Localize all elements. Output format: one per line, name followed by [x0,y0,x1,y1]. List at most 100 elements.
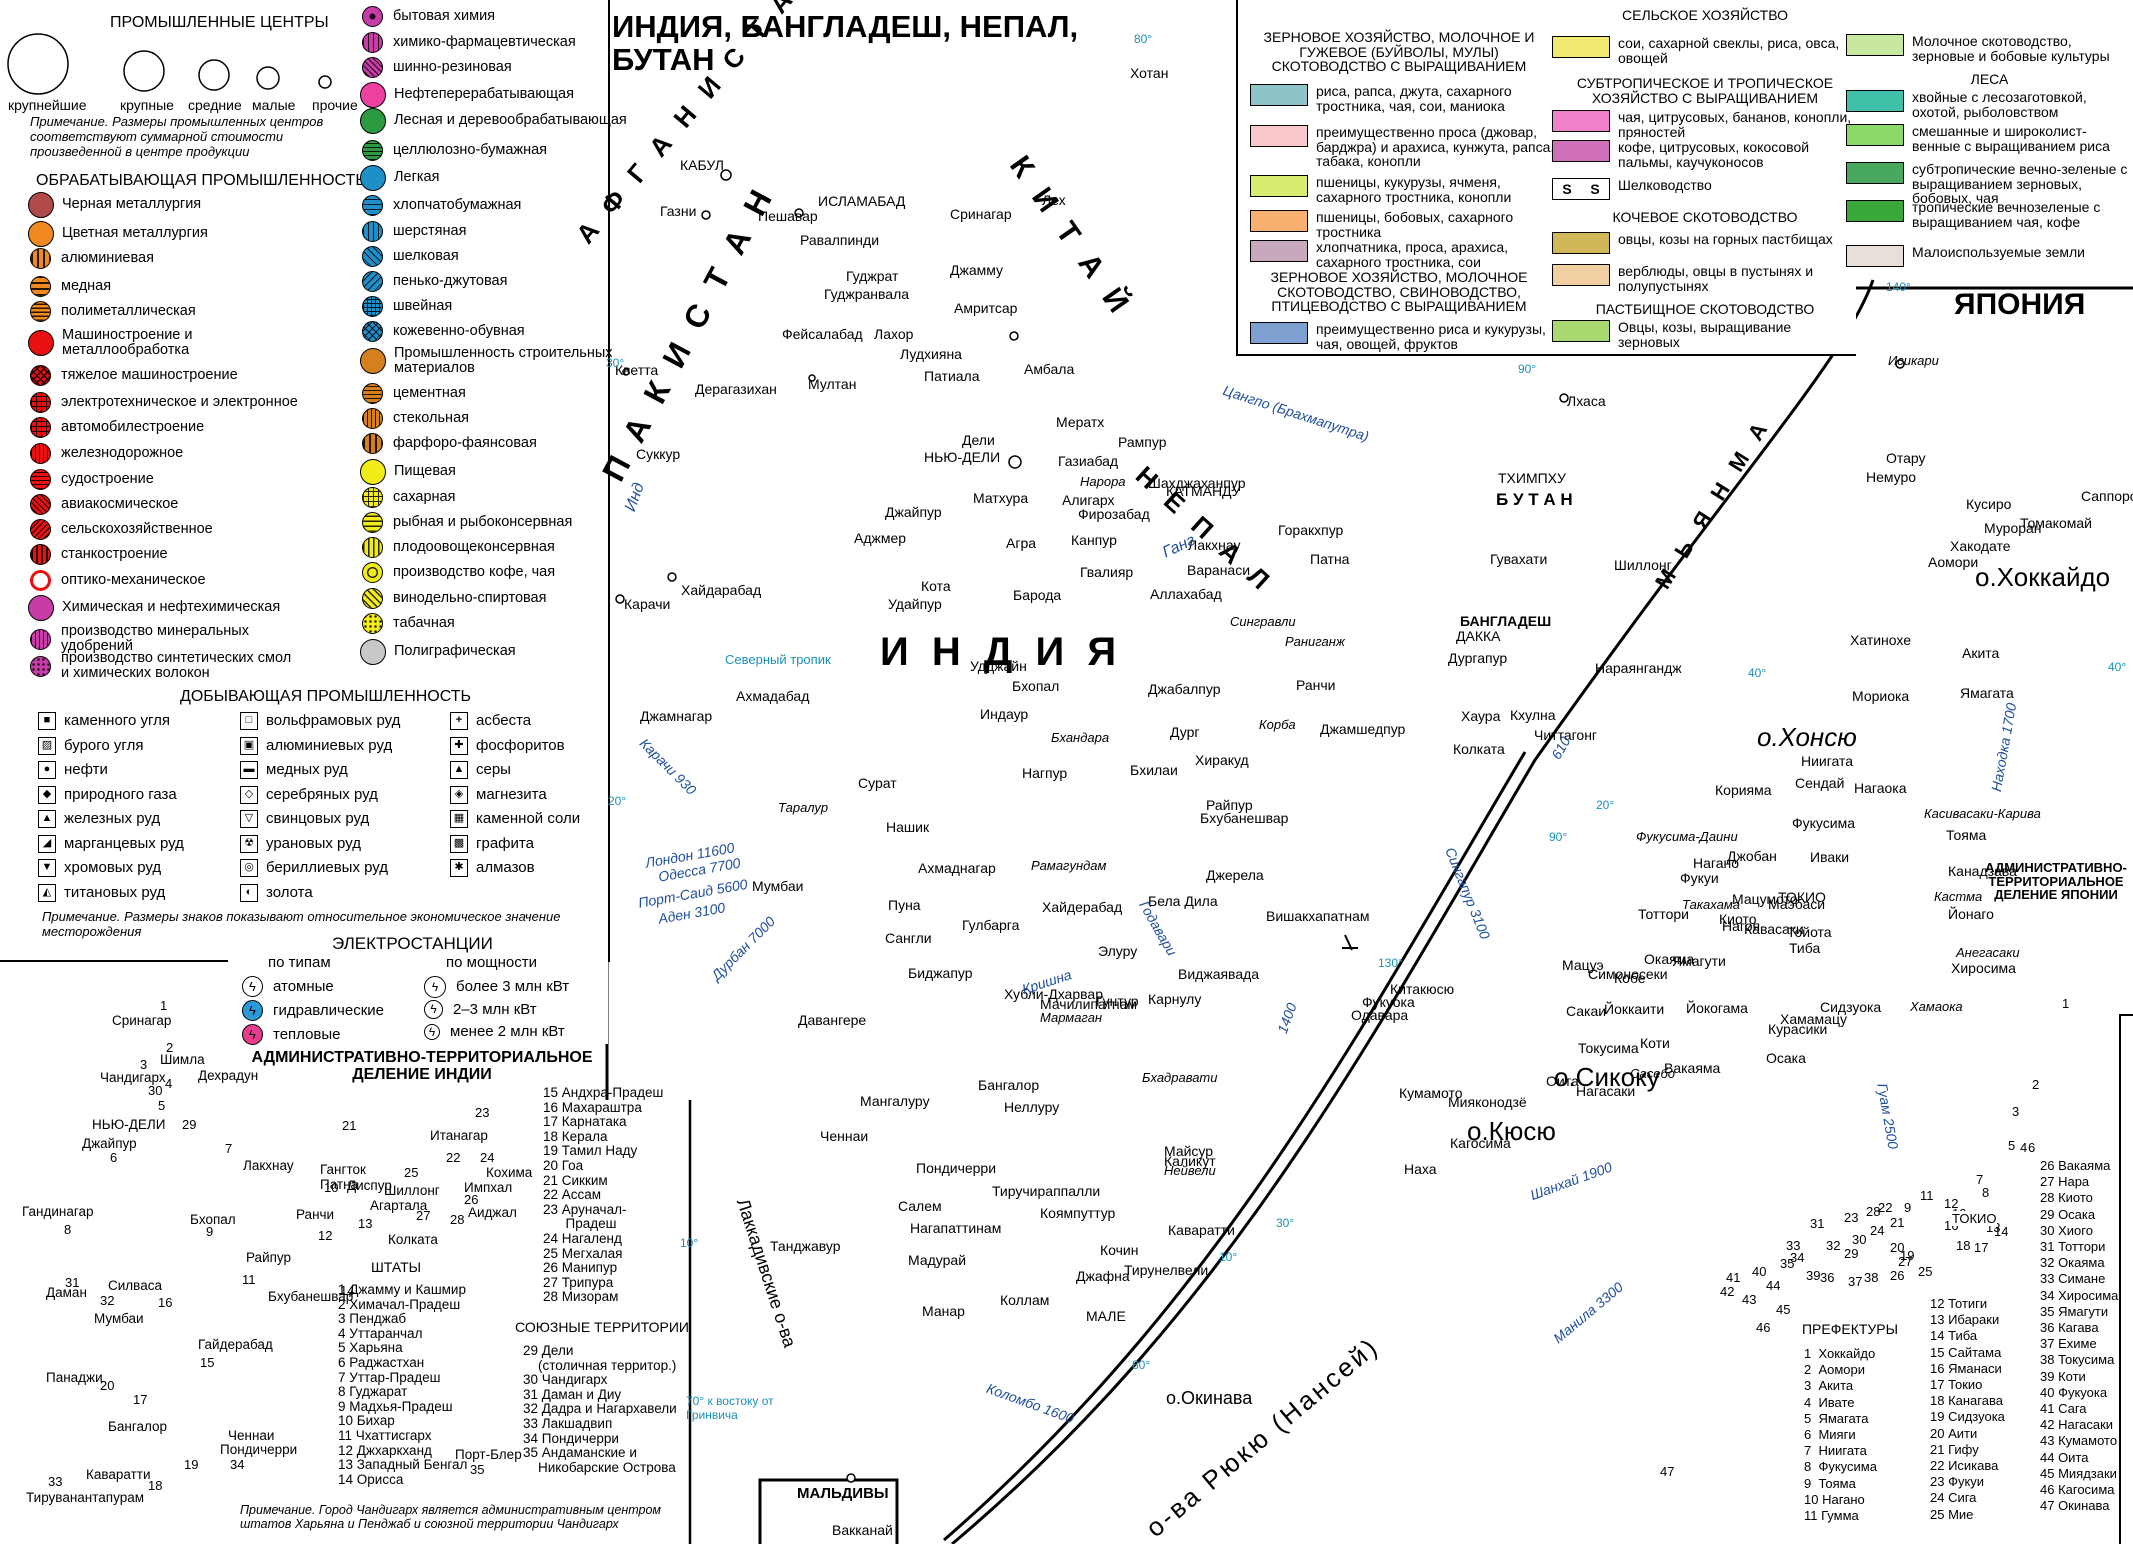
region-number: 23 [475,1105,490,1120]
legend-row: Полиграфическая [360,639,630,665]
city-label: Карачи [624,596,671,612]
city-label: Читтагонг [1534,727,1598,743]
prefecture-number: 45 [1776,1302,1791,1317]
city-label: Коямпуттур [1040,1205,1116,1221]
city-label: Дург [1170,724,1200,740]
island-okinawa: о.Окинава [1166,1388,1253,1408]
city-label: Нарора [1080,474,1126,489]
city-label: Аомори [1928,554,1979,570]
mineral-icon: ● [38,761,56,779]
ut-item: 33 Лакшадвип [523,1415,613,1431]
prefecture-number: 25 [1918,1264,1933,1279]
ut-item: 34 Пондичерри [523,1430,619,1446]
city-label: Раниганж [1285,634,1345,649]
mining-row: ■ каменного угля [38,712,170,730]
city-label: Ямагути [1672,953,1726,969]
mining-row: ◇ серебряных руд [240,785,378,804]
city-label: ТОКИО [1778,889,1826,905]
city-label: Кота [921,578,951,594]
city-label: Ранчи [1296,677,1336,693]
legend-row: Химическая и нефтехимическая [28,595,298,621]
legend-row: автомобилестроение [28,417,298,438]
mining-row: ▣ алюминиевых руд [240,736,392,755]
lightning-icon: ϟ [424,1000,443,1019]
legend-label: медная [61,277,112,294]
prefecture-number: 43 [1742,1292,1757,1307]
mining-row: ✱ алмазов [450,859,535,877]
city-label: Тояма [1946,827,1987,843]
mineral-icon: ◭ [38,883,56,902]
mining-note: Примечание. Размеры знаков показывают от… [42,909,561,939]
state-item: 17 Карнатака [543,1114,627,1130]
region-number: 21 [342,1118,357,1133]
legend-label: полиметаллическая [61,302,196,319]
agri-label: хвойные с лесозаготовкой, охотой, рыболо… [1912,89,2087,120]
city-label: Хайдерабад [1042,899,1123,915]
region-number: 15 [200,1355,215,1370]
icon-pattern [363,513,382,532]
city-label: Варанаси [1187,562,1251,578]
porcelain-icon [362,433,383,454]
mining-label: медных руд [266,761,348,779]
icon-pattern [363,196,382,215]
inset-city-label: Кохима [486,1165,533,1180]
island-kyushu: о.Кюсю [1467,1116,1556,1146]
prefecture-item: 14 Тиба [1930,1328,1978,1344]
prefecture-item: 39 Коти [2040,1368,2086,1384]
city-label: Патна [1310,551,1350,567]
city-label: Мератх [1056,414,1105,430]
region-number: 33 [48,1474,63,1489]
city-label: Гувахати [1490,551,1548,567]
inset-city-label: Бхопал [190,1212,236,1227]
prefecture-item: 29 Осака [2040,1206,2096,1222]
legend-label: Пищевая [394,463,456,480]
legend-label: шелковая [393,247,459,264]
legend-label: авиакосмическое [61,495,179,512]
prefecture-number: 47 [1660,1464,1675,1479]
state-item: 13 Западный Бенгал [338,1457,468,1473]
prefecture-item: 17 Токио [1930,1377,1983,1393]
city-label: Нагпур [1022,765,1068,781]
prefecture-number: 32 [1826,1238,1841,1253]
prefecture-item: 43 Кумамото [2040,1433,2118,1449]
inset-city-label: Гандинагар [22,1204,94,1219]
city-label: ДАККА [1456,628,1501,644]
city-label: Тирунелвели [1124,1262,1209,1278]
region-number: 18 [148,1478,163,1493]
power-type-row: ϟ гидравлические [240,1000,384,1021]
icon-pattern [31,418,50,437]
prefecture-item: 26 Вакаяма [2040,1158,2111,1173]
light-industry-icon [360,165,386,191]
legend-label: Цветная металлургия [62,225,208,242]
region-number: 6 [110,1150,118,1165]
mining-title: ДОБЫВАЮЩАЯ ПРОМЫШЛЕННОСТЬ [180,688,472,705]
agri-swatch [1552,320,1610,342]
mining-row: ◐ золота [240,883,313,902]
agri-subtrop-row: чая, цитрусовых, бананов, конопли, пряно… [1552,110,1852,139]
city-label: Акита [1962,645,2000,661]
city-label: Хубли-Дхарвар [1004,986,1103,1002]
legend-row: производство кофе, чая [360,562,630,583]
city-label: Колката [1453,741,1505,757]
city-label: Удджайн [970,658,1027,674]
wool-icon [362,221,383,242]
pharma-icon [362,32,383,53]
city-label: МАЛЕ [1086,1308,1126,1324]
agri-subtrop-row: кофе, цитрусовых, кокосовой пальмы, кауч… [1552,140,1852,169]
legend-label: винодельно-спиртовая [393,589,547,606]
prefecture-number: 7 [1976,1172,1984,1187]
city-label: Амритсар [954,300,1018,316]
forest-icon [360,108,386,134]
mineral-icon: ■ [38,712,56,730]
legend-row: Пищевая [360,459,630,485]
prefecture-number: 1 [2062,996,2070,1011]
city-label: Киото [1719,911,1757,927]
island-hokkaido: о.Хоккайдо [1975,562,2111,592]
food-icon [360,459,386,485]
city-label: Нашик [886,819,930,835]
region-number: 5 [158,1098,166,1113]
legend-row: кожевенно-обувная [360,321,630,342]
city-label: Мачилипатнам [1040,996,1138,1012]
legend-label: Полиграфическая [394,643,516,660]
inset-city-label: Лакхнау [243,1158,294,1173]
